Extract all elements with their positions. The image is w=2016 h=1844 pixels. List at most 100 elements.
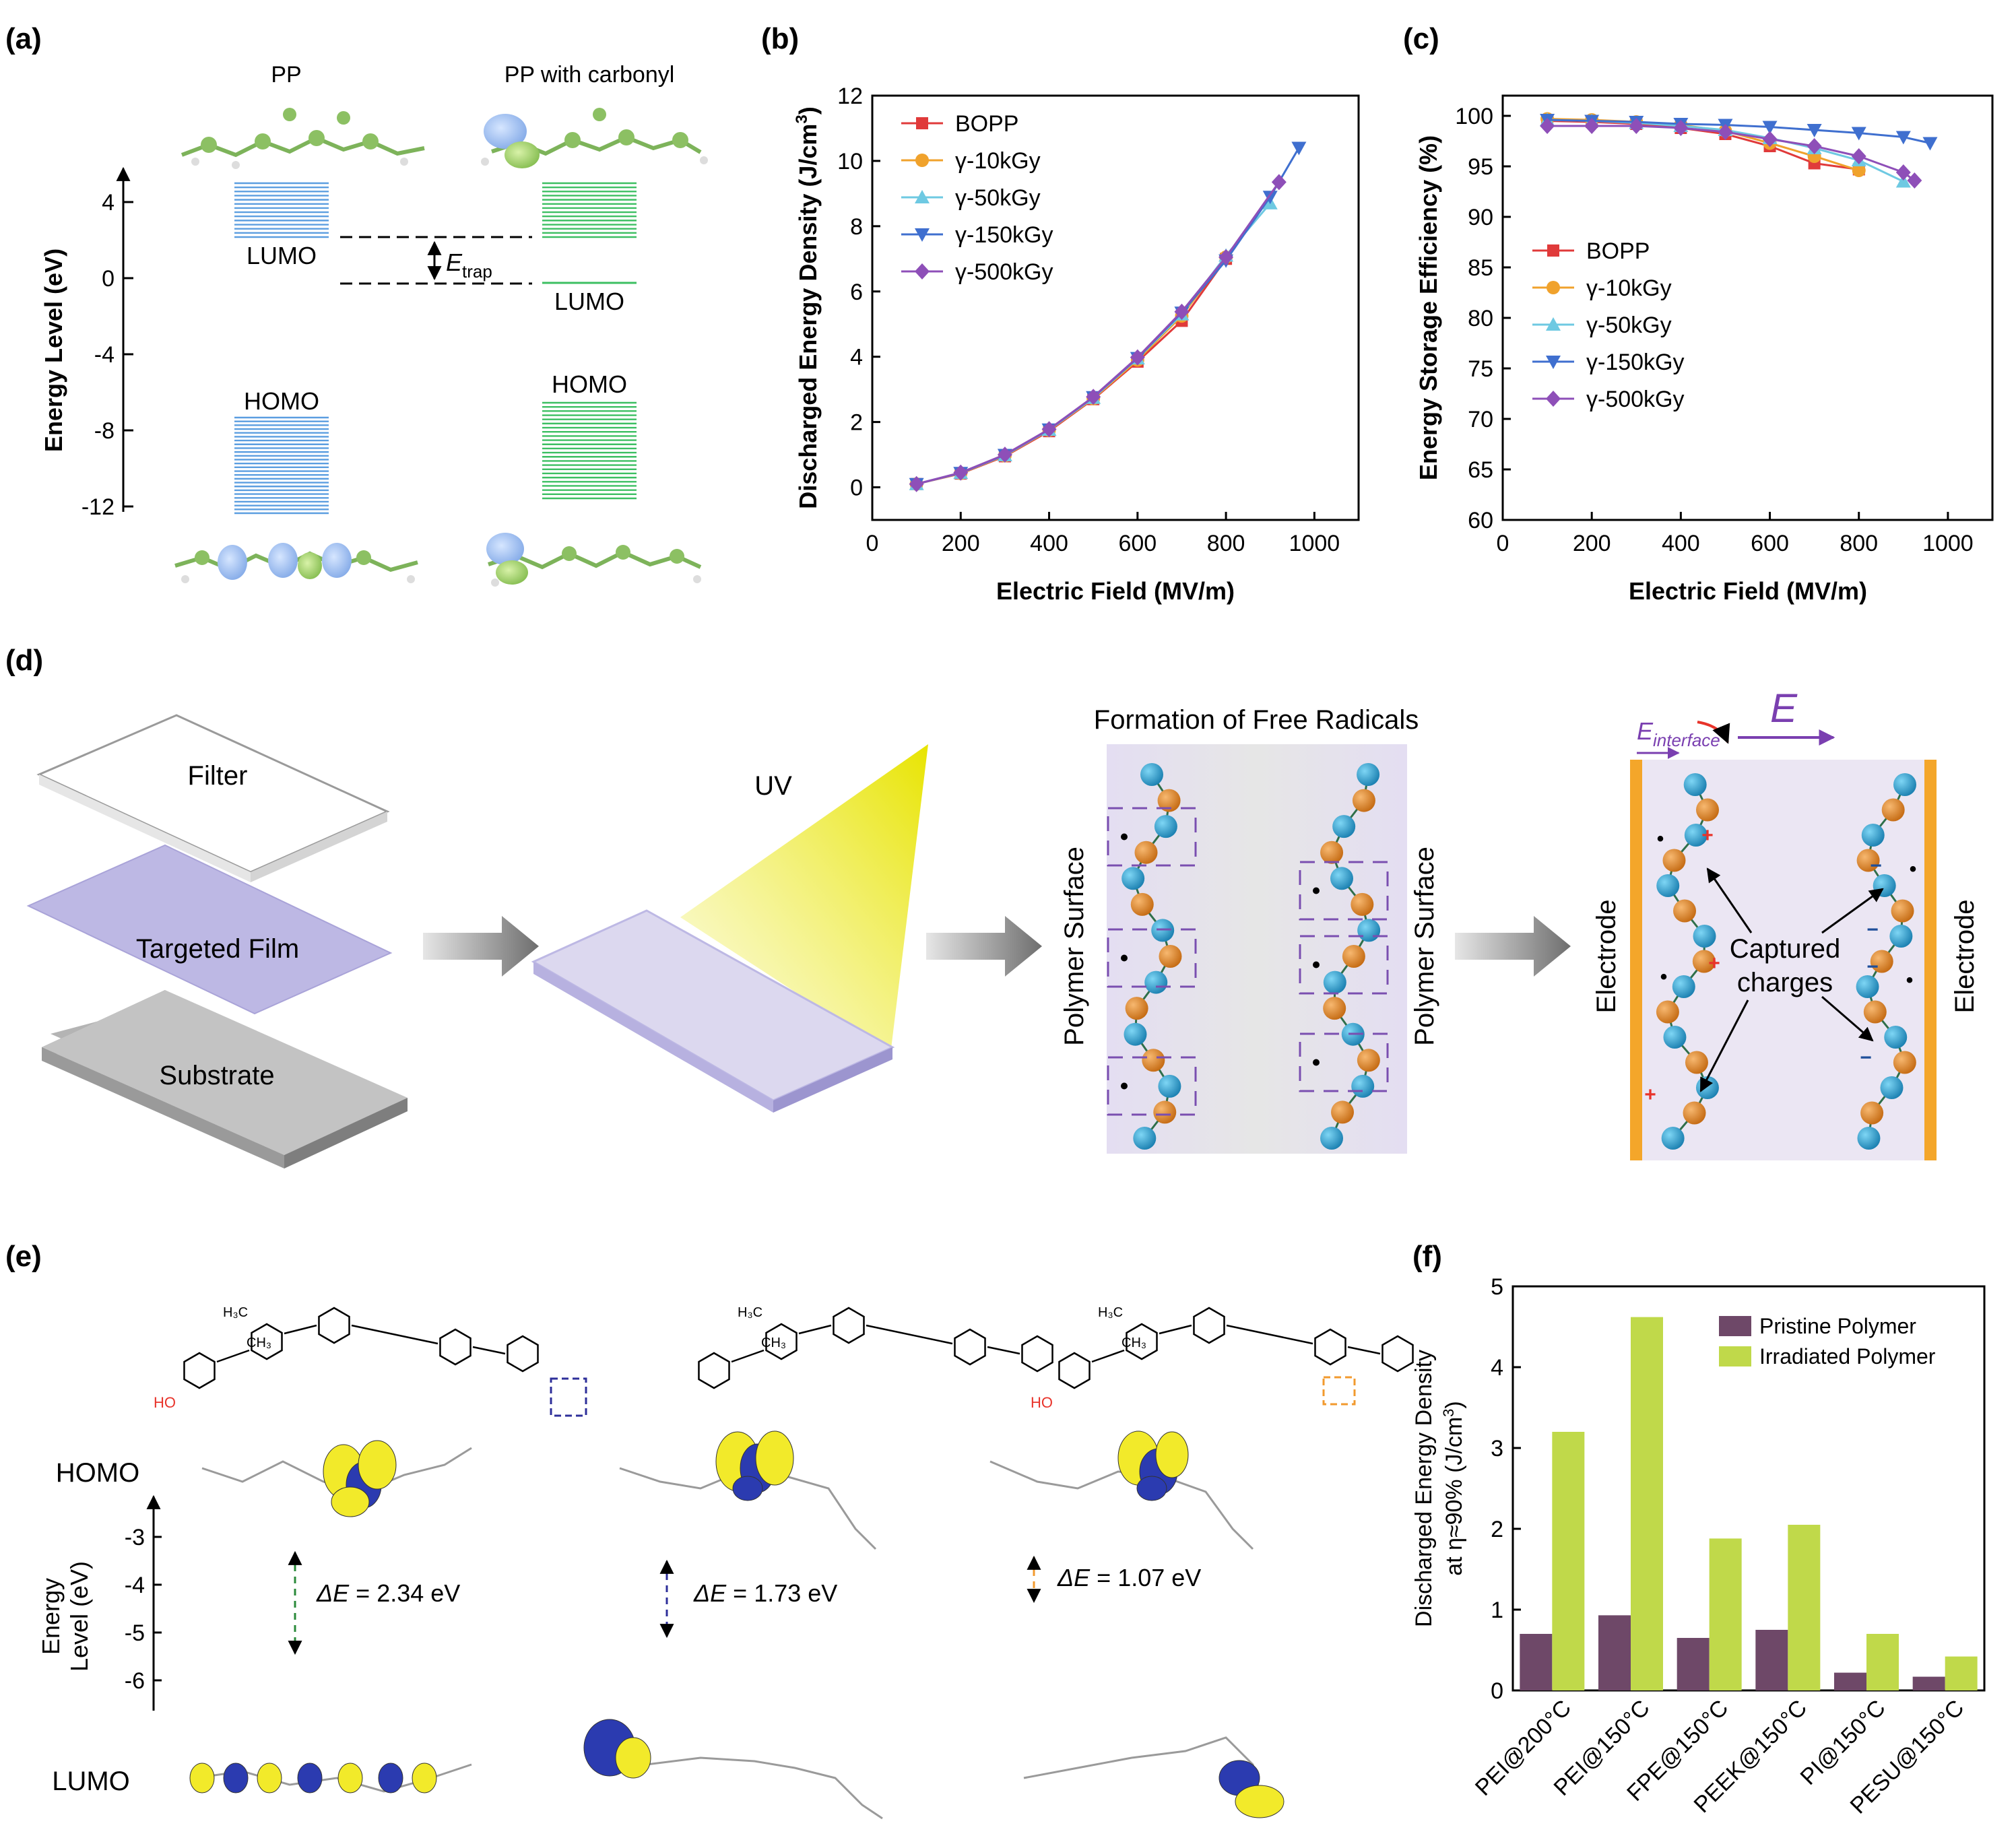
f-y-tick-label-3: 3 bbox=[1491, 1436, 1503, 1461]
point-4-5 bbox=[1130, 349, 1145, 366]
etrap-label: Etrap bbox=[446, 249, 492, 282]
process-arrow-3 bbox=[1455, 916, 1571, 977]
point-4-9 bbox=[1907, 172, 1922, 189]
monomer-11 bbox=[1893, 1051, 1916, 1074]
monomer-13 bbox=[1683, 1101, 1706, 1125]
charge-2: + bbox=[1644, 1084, 1656, 1106]
monomer-4 bbox=[1121, 867, 1145, 890]
monomer-13 bbox=[1153, 1100, 1177, 1124]
x-tick-label-0: 0 bbox=[866, 531, 879, 556]
pp-molecule-bottom bbox=[174, 543, 418, 583]
radical-site-3 bbox=[1322, 1376, 1356, 1406]
chart-f-ylabel-line1: Discharged Energy Density bbox=[1411, 1350, 1437, 1627]
series-line-3 bbox=[1547, 119, 1930, 144]
bond-d-1 bbox=[987, 1346, 1020, 1355]
radical-dot-1 bbox=[1313, 961, 1320, 968]
point-4-6 bbox=[1174, 303, 1190, 320]
panel-e: (e) H₃C CH₃ H₃C CH₃ H₃C CH₃ HO HO HOMO LUMO -3 … bbox=[5, 1240, 1414, 1820]
uv-exposure: UV bbox=[531, 744, 928, 1113]
pp-homo-levels bbox=[234, 416, 329, 515]
methyl-b-0: CH₃ bbox=[247, 1336, 271, 1350]
chart-f-bars: PEI@200°CPEI@150°CFPE@150°CPEEK@150°CPI@… bbox=[1470, 1317, 1978, 1819]
monomer-3 bbox=[1320, 841, 1344, 864]
chart-c-ticks: 0 200 400 600 800 1000 60 65 70 75 80 85 90 95 100 bbox=[1455, 104, 1973, 556]
y-tick-label-8: 100 bbox=[1455, 104, 1493, 129]
e-lumo-label: LUMO bbox=[52, 1767, 130, 1796]
bond-b-0 bbox=[284, 1324, 317, 1335]
point-4-1 bbox=[953, 464, 969, 481]
e-interface-label: Einterface bbox=[1637, 717, 1720, 750]
targeted-film-label: Targeted Film bbox=[136, 934, 299, 964]
pp-lumo-label: LUMO bbox=[247, 242, 317, 269]
y-tick-label-5: 10 bbox=[837, 149, 863, 174]
point-4-6 bbox=[1807, 138, 1822, 154]
lumo2-lobe-2 bbox=[615, 1737, 651, 1779]
bar-0-5 bbox=[1912, 1676, 1945, 1690]
legend-label-0: BOPP bbox=[1586, 238, 1650, 264]
lumo3-lobe-2 bbox=[1235, 1785, 1285, 1818]
lumo1-lobe-3 bbox=[297, 1763, 323, 1793]
chart-f-frame bbox=[1511, 1285, 1986, 1692]
legend-marker-3 bbox=[1546, 356, 1561, 369]
monomer-8 bbox=[1856, 975, 1879, 998]
monomer-11 bbox=[1357, 1049, 1380, 1072]
homo3-lobe-3 bbox=[1155, 1431, 1189, 1478]
point-3-7 bbox=[1851, 127, 1866, 141]
monomer-8 bbox=[1144, 970, 1168, 994]
legend-label-0: BOPP bbox=[955, 111, 1018, 137]
polymer-surface-right: Polymer Surface bbox=[1410, 847, 1439, 1046]
legend-marker-2 bbox=[915, 190, 930, 203]
substrate-layer: Substrate bbox=[42, 990, 408, 1168]
x-tick-label-4: 800 bbox=[1207, 531, 1245, 556]
chart-c-xlabel: Electric Field (MV/m) bbox=[1629, 577, 1867, 605]
filter-layer: Filter bbox=[36, 714, 390, 882]
y-tick-label-1: 65 bbox=[1468, 457, 1493, 483]
monomer-5 bbox=[1351, 892, 1374, 916]
monomer-10 bbox=[1663, 1026, 1687, 1049]
polymer-chain-left bbox=[1107, 763, 1197, 1150]
charge-4: • bbox=[1660, 966, 1668, 988]
point-4-2 bbox=[1629, 118, 1644, 134]
point-4-4 bbox=[1718, 124, 1733, 140]
panel-label-a: (a) bbox=[5, 22, 42, 55]
monomer-2 bbox=[1332, 815, 1356, 838]
y-tick-label-1: 2 bbox=[850, 410, 863, 436]
f-y-tick-label-0: 0 bbox=[1491, 1678, 1503, 1704]
monomer-9 bbox=[1656, 1000, 1679, 1024]
y-tick-label-4: 8 bbox=[850, 214, 863, 240]
homo1-lobe-4 bbox=[331, 1486, 370, 1517]
x-tick-label-2: 400 bbox=[1030, 531, 1068, 556]
chart-c-series bbox=[1540, 112, 1938, 189]
point-4-2 bbox=[997, 447, 1012, 463]
charge-3: • bbox=[1657, 828, 1664, 850]
e-ylabel-line2: Level (eV) bbox=[65, 1561, 93, 1672]
imide-ring-2 bbox=[1193, 1307, 1225, 1344]
bond-c-1 bbox=[866, 1324, 953, 1345]
chart-c-ylabel: Energy Storage Efficiency (%) bbox=[1415, 135, 1442, 480]
electrode-left bbox=[1630, 760, 1642, 1160]
captured-charges-line2: charges bbox=[1737, 968, 1833, 997]
monomer-3 bbox=[1134, 841, 1158, 864]
monomer-0 bbox=[1140, 763, 1163, 786]
methyl-a-0: H₃C bbox=[223, 1305, 248, 1320]
lumo1-lobe-0 bbox=[189, 1763, 215, 1793]
legend-marker-1 bbox=[1547, 281, 1560, 294]
f-y-tick-label-4: 4 bbox=[1491, 1355, 1503, 1381]
point-4-3 bbox=[1041, 421, 1057, 438]
methyl-b-1: CH₃ bbox=[761, 1336, 786, 1350]
bar-1-0 bbox=[1552, 1432, 1585, 1690]
bond-b-2 bbox=[1159, 1324, 1192, 1335]
x-tick-label-0: 0 bbox=[1497, 531, 1509, 556]
pp-lumo-levels bbox=[234, 182, 329, 238]
tick-a-0: 0 bbox=[102, 266, 115, 292]
imide-ring-1 bbox=[833, 1307, 865, 1344]
point-3-6 bbox=[1807, 124, 1822, 137]
legend-marker-4 bbox=[915, 263, 930, 279]
carbonyl-lumo-label: LUMO bbox=[554, 288, 624, 315]
charge-0: − bbox=[1870, 855, 1882, 877]
charge-5: • bbox=[1906, 969, 1914, 991]
free-radicals-title: Formation of Free Radicals bbox=[1094, 705, 1419, 735]
monomer-1 bbox=[1695, 798, 1719, 822]
carbonyl-homo-levels bbox=[542, 401, 637, 500]
